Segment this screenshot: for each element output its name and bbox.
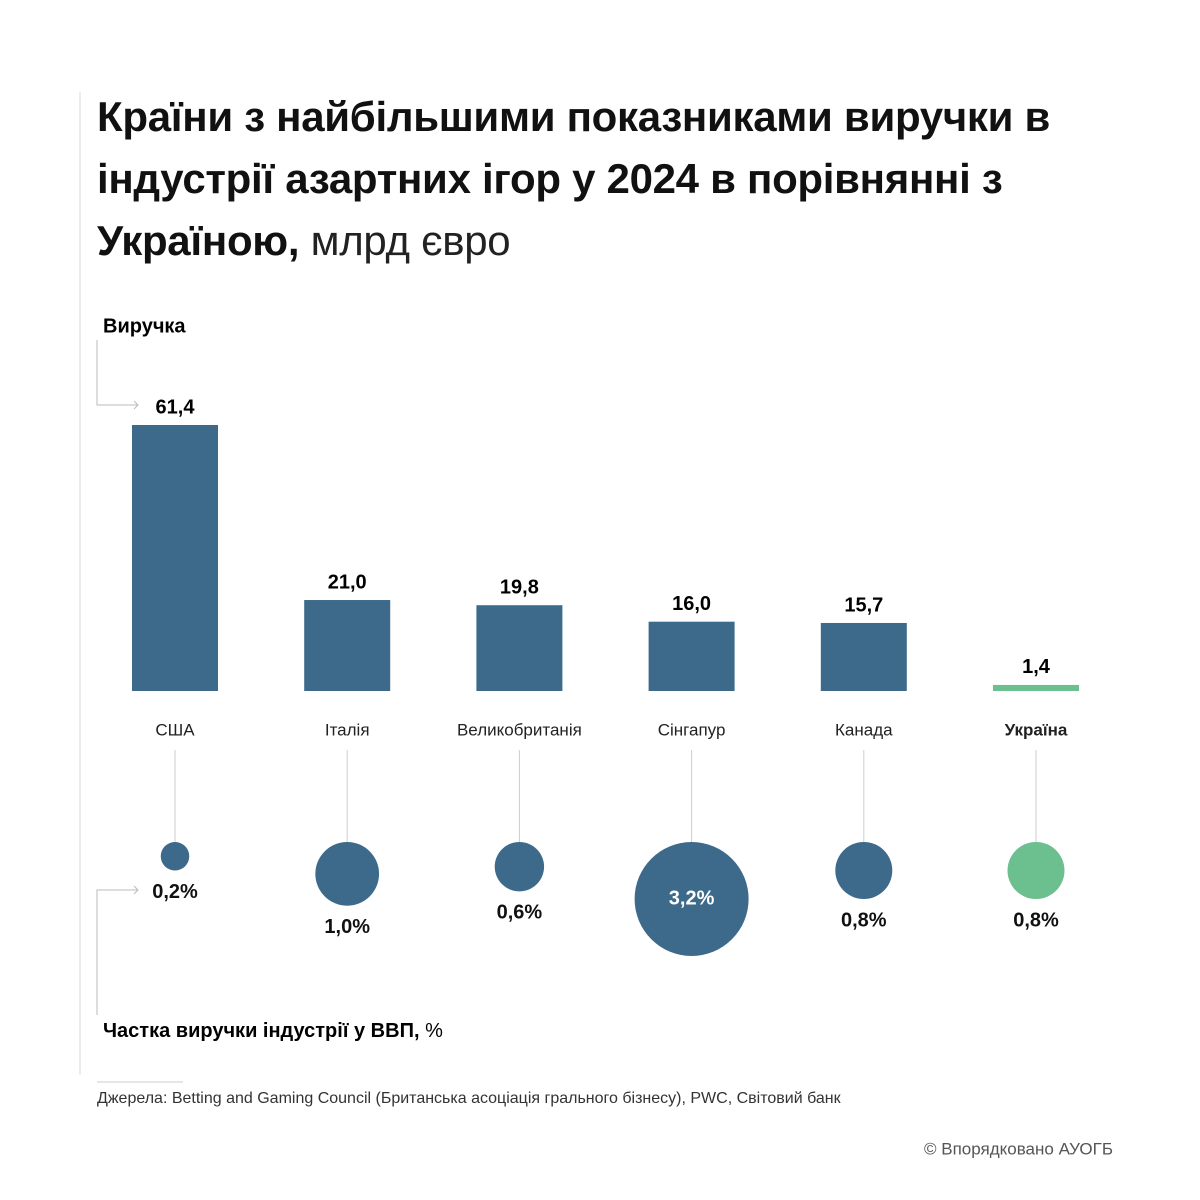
value-label: 19,8: [500, 577, 539, 599]
bar: [820, 622, 907, 691]
value-label: 21,0: [328, 571, 367, 593]
bubble: [315, 842, 380, 906]
bubble-value-label: 0,2%: [152, 881, 198, 903]
bubble: [1007, 842, 1065, 899]
bubble: [494, 842, 545, 892]
value-label: 16,0: [672, 593, 711, 615]
chart-title-block: Країни з найбільшими показниками виручки…: [97, 86, 1157, 272]
y-label: Виручка: [103, 315, 186, 337]
bubble-unit: %: [425, 1020, 443, 1042]
unit: млрд євро: [310, 217, 511, 264]
arrow: [133, 400, 139, 410]
bubble-value-label: 0,6%: [497, 902, 543, 924]
bar: [993, 684, 1079, 691]
source: Джерела: Betting and Gaming Council (Бри…: [97, 1090, 842, 1107]
bubble-value-label: 0,8%: [841, 909, 887, 931]
value-label: 15,7: [844, 594, 883, 616]
bubble-value-label: 1,0%: [324, 916, 370, 938]
chart-title: Країни з найбільшими показниками виручки…: [97, 93, 1051, 264]
bubble-label-group: Частка виручки індустрії у ВВП, %: [103, 1020, 443, 1042]
value-label: 1,4: [1022, 656, 1051, 678]
x-tick-label: Сінгапур: [658, 720, 726, 739]
bubble-label: Частка виручки індустрії у ВВП,: [103, 1020, 420, 1042]
bubble-value-label: 0,8%: [1013, 909, 1059, 931]
bracket: [96, 889, 138, 1015]
x-tick-label: Канада: [835, 720, 893, 739]
arrow: [133, 885, 139, 895]
bubble: [634, 842, 749, 956]
bar: [304, 600, 391, 691]
x-tick-label: США: [155, 720, 195, 739]
bubble: [160, 842, 190, 871]
x-tick-label: Італія: [325, 720, 370, 739]
x-tick-label: Великобританія: [457, 720, 582, 739]
bracket: [96, 340, 138, 406]
value-label: 61,4: [156, 396, 196, 418]
bar: [648, 621, 735, 691]
bar: [476, 605, 563, 691]
credit: © Впорядковано АУОГБ: [924, 1139, 1113, 1158]
bubble-value-label: 3,2%: [669, 887, 715, 909]
bubble: [835, 842, 893, 899]
x-tick-label: Україна: [1005, 720, 1068, 739]
bar: [132, 425, 218, 691]
